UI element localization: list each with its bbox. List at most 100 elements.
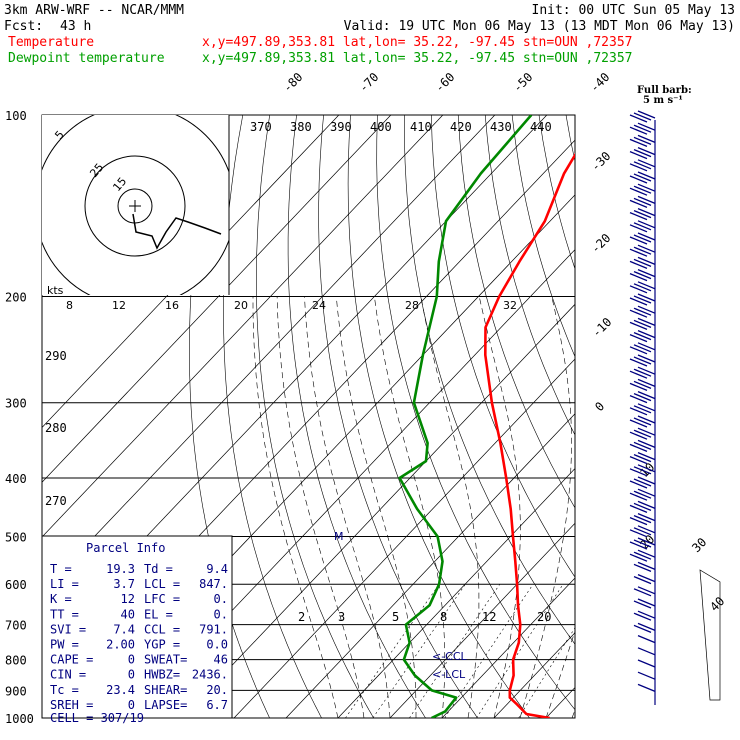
wind-barb: [637, 476, 656, 485]
theta-label: 410: [410, 120, 432, 134]
wind-barb: [633, 466, 652, 475]
isotherm-line: [650, 115, 740, 718]
wind-barb: [637, 342, 656, 351]
moist-adiabat: [336, 296, 417, 718]
theta-label: 270: [45, 494, 67, 508]
dry-adiabat: [565, 115, 575, 163]
wind-barb: [637, 634, 656, 644]
isotherm-line: [598, 115, 740, 718]
parcel-value: 847.: [199, 577, 228, 591]
isotherm-label: -30: [588, 149, 613, 174]
wind-barb: [637, 171, 656, 180]
wind-barb: [637, 110, 656, 119]
theta-label: 390: [330, 120, 352, 134]
parcel-info-title: Parcel Info: [86, 541, 165, 555]
wind-barb: [633, 575, 652, 585]
wind-barb: [629, 175, 648, 184]
wind-barb: [637, 647, 656, 656]
wind-barb: [633, 539, 652, 548]
parcel-label: CAPE =: [50, 653, 93, 667]
wind-barb: [637, 134, 656, 144]
wind-barb: [637, 573, 656, 583]
wind-barb: [629, 516, 648, 526]
parcel-value: 0: [128, 668, 135, 682]
wind-barb: [633, 136, 652, 146]
wind-barb: [629, 529, 648, 538]
wind-barb: [633, 417, 652, 426]
wind-barb: [637, 305, 656, 314]
parcel-value: 0.0: [206, 638, 228, 652]
valid-time: Valid: 19 UTC Mon 06 May 13 (13 MDT Mon …: [344, 19, 735, 34]
isotherm-line: [233, 358, 575, 718]
wind-barb: [633, 246, 652, 255]
parcel-value: 791.: [199, 622, 228, 636]
wind-barb: [637, 488, 656, 497]
isotherm-line: [42, 115, 340, 428]
isotherm-line: [285, 413, 575, 718]
dry-adiabat: [484, 115, 575, 436]
wind-barb: [629, 370, 648, 379]
wind-barb: [633, 405, 652, 414]
dry-adiabat: [223, 115, 322, 718]
wind-barb: [633, 429, 652, 438]
wind-barb: [633, 356, 652, 365]
wind-barb: [629, 455, 648, 465]
wind-barb: [637, 622, 656, 632]
wind-barb: [629, 504, 648, 514]
isotherm-label: -80: [280, 70, 305, 95]
theta-label: 430: [490, 120, 512, 134]
dewpoint-location: x,y=497.89,353.81 lat,lon= 35.22, -97.45…: [202, 51, 632, 66]
dry-adiabat: [318, 115, 478, 718]
wind-barb: [633, 527, 652, 536]
wind-barb: [637, 195, 656, 205]
wind-barb: [629, 236, 648, 245]
wind-barb: [637, 683, 656, 693]
wind-barb: [637, 598, 656, 607]
mixing-ratio-label: 8: [440, 610, 447, 624]
hodograph-scale-label: 8: [66, 299, 73, 312]
isotherm-line: [181, 303, 575, 718]
dry-adiabat: [404, 115, 575, 645]
wind-barb: [633, 563, 652, 573]
wind-barb: [633, 270, 652, 280]
pressure-tick-label: 700: [5, 619, 27, 633]
parcel-label: T =: [50, 562, 72, 576]
moist-adiabat: [252, 296, 339, 718]
isotherm-line: [337, 468, 575, 718]
parcel-value: 0: [128, 698, 135, 712]
moist-adiabat: [276, 296, 365, 718]
mixing-ratio-label: 2: [298, 610, 305, 624]
parcel-label: CIN =: [50, 668, 86, 682]
wind-barb: [629, 431, 648, 440]
temperature-location: x,y=497.89,353.81 lat,lon= 35.22, -97.45…: [202, 35, 632, 50]
wind-barb: [633, 124, 652, 133]
wind-barb: [633, 173, 652, 182]
parcel-label: YGP =: [144, 638, 180, 652]
wind-barb: [633, 490, 652, 499]
parcel-label: LCL =: [144, 577, 180, 591]
fcst-hours: 43 h: [60, 19, 91, 34]
theta-label: 280: [45, 421, 67, 435]
wind-barb: [637, 366, 656, 375]
wind-barb: [629, 199, 648, 209]
hodograph-scale-label: 24: [312, 299, 326, 312]
parcel-label: CCL =: [144, 622, 180, 636]
wind-barb: [633, 624, 652, 634]
wind-barb: [629, 394, 648, 404]
pressure-tick-label: 400: [5, 472, 27, 486]
parcel-value: 3.7: [113, 577, 135, 591]
parcel-value: 0: [128, 653, 135, 667]
wind-barb: [637, 415, 656, 424]
dry-adiabat: [674, 115, 740, 718]
wind-barb: [637, 464, 656, 473]
isotherm-line: [42, 115, 444, 538]
wind-barb: [633, 441, 652, 451]
wind-barb: [633, 588, 652, 597]
dewpoint-legend: Dewpoint temperature: [8, 51, 165, 66]
model-title: 3km ARW-WRF -- NCAR/MMM: [4, 3, 184, 18]
init-time: Init: 00 UTC Sun 05 May 13: [532, 3, 736, 18]
lcl-annotation: <-LCL: [432, 668, 466, 681]
wind-barb: [637, 439, 656, 449]
wind-barb: [633, 148, 652, 158]
